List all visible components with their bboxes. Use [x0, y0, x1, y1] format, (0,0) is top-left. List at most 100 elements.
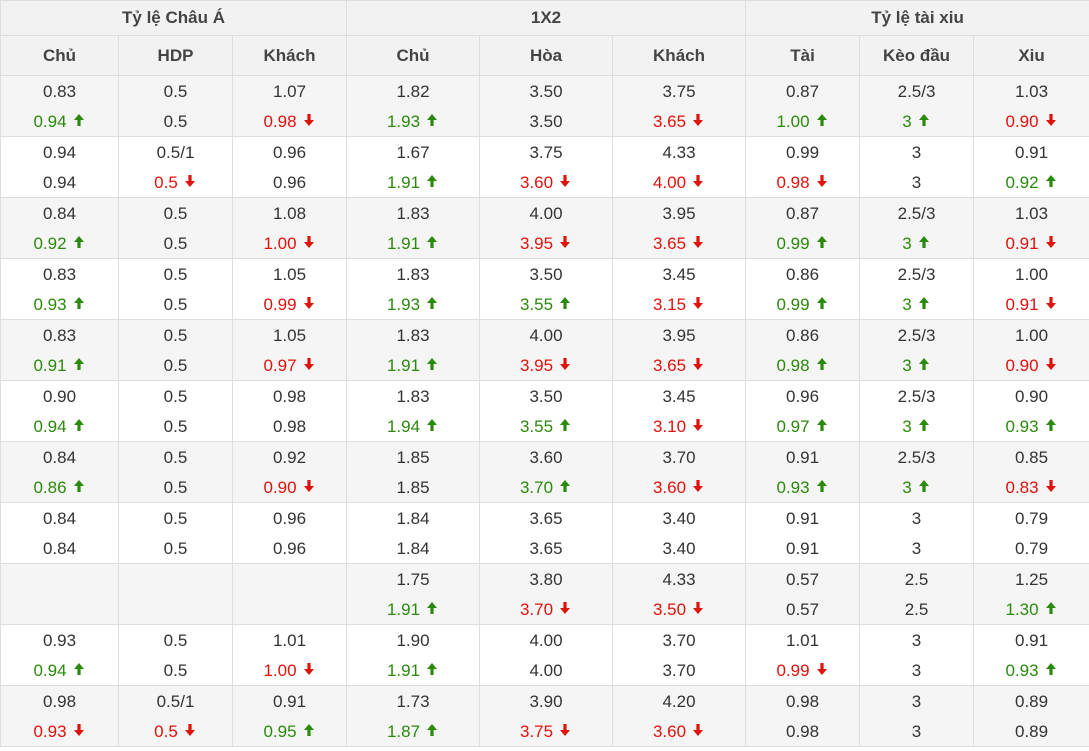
arrow-up-icon: [425, 723, 439, 737]
current-odds: 3.15: [652, 295, 687, 314]
current-odds: 0.98: [785, 722, 820, 741]
arrow-down-icon: [691, 418, 705, 432]
odds-cell-draw: 4.00 3.95: [479, 319, 613, 381]
odds-cell-draw: 3.80 3.70: [479, 563, 613, 625]
odds-cell-hdp: 0.5 0.5: [118, 380, 233, 442]
current-odds: 3.65: [652, 356, 687, 375]
odds-cell-1x2-home: 1.83 1.91: [346, 319, 480, 381]
table-row: 0.84 0.84 0.5 0.5 0.96 0.96 1.84 1.84 3.65 3.65 3.…: [0, 502, 1089, 564]
opening-odds: 1.08: [272, 204, 307, 223]
opening-odds: 3.70: [662, 448, 696, 467]
arrow-up-icon: [558, 296, 572, 310]
current-odds: 0.94: [33, 417, 67, 436]
opening-odds: 0.5: [163, 387, 188, 406]
odds-cell-home: 0.83 0.91: [0, 319, 119, 381]
current-odds: 4.00: [652, 173, 687, 192]
table-row: 0.90 0.94 0.5 0.5 0.98 0.98 1.83 1.94 3.50 3.55 3.…: [0, 380, 1089, 442]
current-odds: 0.57: [785, 600, 820, 619]
current-odds: 3: [902, 417, 912, 436]
odds-cell-line: 2.5/3 3: [859, 258, 975, 320]
odds-cell-home: 0.93 0.94: [0, 624, 119, 686]
opening-odds: 0.5: [163, 631, 188, 650]
arrow-up-icon: [815, 235, 829, 249]
current-odds: 0.84: [42, 539, 77, 558]
opening-odds: 0.98: [785, 692, 820, 711]
odds-cell-over: 0.98 0.98: [745, 685, 861, 747]
current-odds: 1.91: [386, 356, 421, 375]
opening-odds: 1.83: [396, 387, 430, 406]
current-odds: 0.93: [33, 722, 67, 741]
arrow-up-icon: [815, 479, 829, 493]
arrow-down-icon: [1044, 235, 1058, 249]
opening-odds: 3.45: [662, 387, 696, 406]
table-row: 0.98 0.93 0.5/1 0.5 0.91 0.95 1.73 1.87 3.90 3.75…: [0, 685, 1089, 747]
opening-odds: 1.25: [1015, 570, 1049, 589]
current-odds: 3.65: [529, 539, 563, 558]
arrow-up-icon: [72, 357, 86, 371]
current-odds: 4.00: [529, 661, 563, 680]
current-odds: 0.92: [33, 234, 67, 253]
opening-odds: 1.01: [272, 631, 307, 650]
odds-cell-away: 0.92 0.90: [232, 441, 347, 503]
odds-cell-under: 1.00 0.91: [973, 258, 1089, 320]
odds-cell-away: 1.07 0.98: [232, 75, 347, 137]
col-header-over: Tài: [745, 35, 861, 76]
arrow-down-icon: [1044, 296, 1058, 310]
arrow-up-icon: [917, 479, 931, 493]
arrow-down-icon: [691, 235, 705, 249]
arrow-down-icon: [558, 235, 572, 249]
arrow-down-icon: [1044, 479, 1058, 493]
arrow-down-icon: [691, 479, 705, 493]
current-odds: 1.91: [386, 600, 421, 619]
col-header-under: Xiu: [973, 35, 1089, 76]
current-odds: 0.97: [263, 356, 297, 375]
opening-odds: 2.5/3: [897, 204, 936, 223]
odds-cell-home: 0.83 0.94: [0, 75, 119, 137]
current-odds: 3.95: [519, 356, 554, 375]
current-odds: 0.5: [163, 478, 188, 497]
col-header-draw: Hòa: [479, 35, 613, 76]
opening-odds: 2.5/3: [897, 82, 936, 101]
odds-cell-hdp: 0.5 0.5: [118, 624, 233, 686]
opening-odds: 1.90: [396, 631, 430, 650]
opening-odds: 3.95: [662, 204, 696, 223]
opening-odds: 1.01: [785, 631, 820, 650]
odds-cell-under: 1.03 0.90: [973, 75, 1089, 137]
col-header-home: Chủ: [0, 35, 119, 76]
current-odds: 0.83: [1005, 478, 1039, 497]
odds-body: 0.83 0.94 0.5 0.5 1.07 0.98 1.82 1.93 3.50 3.50 3.…: [0, 75, 1089, 747]
arrow-down-icon: [302, 113, 316, 127]
arrow-up-icon: [815, 113, 829, 127]
table-row: 1.75 1.91 3.80 3.70 4.33 3.50 0.57 0.57 2.5 2.5 1.…: [0, 563, 1089, 625]
current-odds: 0.98: [776, 356, 810, 375]
current-odds: 3: [911, 173, 922, 192]
opening-odds: 2.5: [904, 570, 929, 589]
odds-cell-home: 0.90 0.94: [0, 380, 119, 442]
opening-odds: 0.87: [785, 82, 820, 101]
opening-odds: 0.5: [163, 265, 188, 284]
current-odds: 0.5: [163, 539, 188, 558]
current-odds: 0.93: [33, 295, 67, 314]
odds-cell-1x2-home: 1.83 1.94: [346, 380, 480, 442]
odds-cell-away: 0.96 0.96: [232, 502, 347, 564]
opening-odds: 0.86: [785, 265, 820, 284]
opening-odds: 4.00: [529, 631, 563, 650]
odds-cell-line: 2.5/3 3: [859, 319, 975, 381]
opening-odds: 0.89: [1015, 692, 1049, 711]
arrow-up-icon: [917, 296, 931, 310]
opening-odds: 0.93: [42, 631, 77, 650]
odds-cell-over: 0.87 0.99: [745, 197, 861, 259]
odds-cell-hdp: 0.5 0.5: [118, 319, 233, 381]
opening-odds: 4.00: [529, 326, 563, 345]
arrow-down-icon: [72, 723, 86, 737]
odds-cell-away: [232, 563, 347, 625]
odds-cell-line: 2.5/3 3: [859, 441, 975, 503]
opening-odds: 0.5: [163, 82, 188, 101]
odds-cell-hdp: [118, 563, 233, 625]
odds-cell-hdp: 0.5 0.5: [118, 502, 233, 564]
odds-cell-away: 1.08 1.00: [232, 197, 347, 259]
current-odds: 3: [911, 661, 922, 680]
opening-odds: 2.5/3: [897, 326, 936, 345]
opening-odds: 1.84: [396, 509, 430, 528]
